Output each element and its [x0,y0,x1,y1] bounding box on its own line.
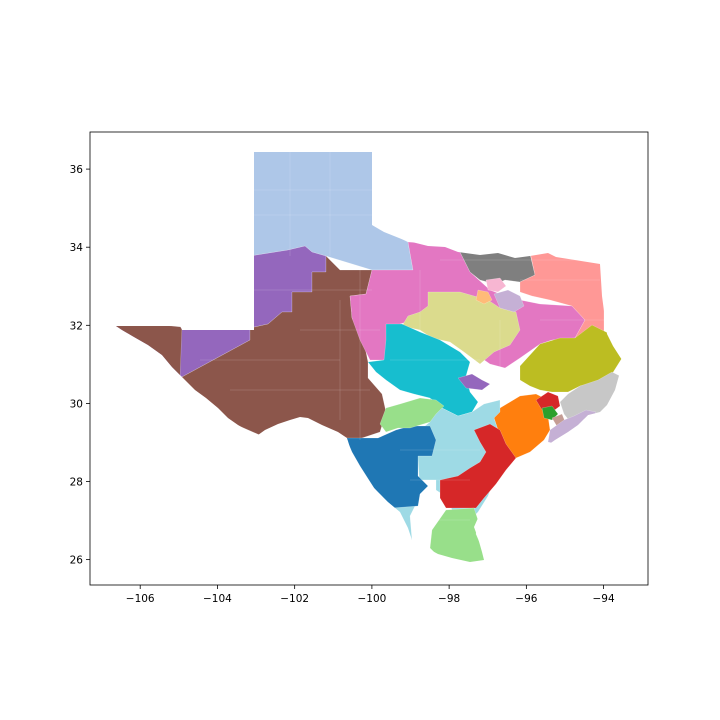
x-axis: −106 −104 −102 −100 −98 −96 −94 [126,585,615,605]
x-tick-label: −102 [280,593,309,605]
district-valley-green [429,507,487,562]
county-boundaries [200,152,610,521]
y-tick-label: 30 [70,398,83,410]
district-coastal-red [439,423,517,509]
plot-frame [89,131,649,586]
y-tick-label: 28 [70,477,83,489]
x-tick-label: −106 [126,593,155,605]
district-central-olive [401,291,521,365]
district-houston-red [535,391,561,413]
y-tick-label: 36 [70,164,84,176]
y-axis: 26 28 30 32 34 36 [70,164,90,567]
y-tick-label: 26 [70,555,84,567]
y-tick-label: 32 [70,320,83,332]
district-hill-green [379,397,445,433]
district-metro-lavender [493,289,525,313]
y-tick-label: 34 [70,242,84,254]
x-tick-label: −98 [438,593,460,605]
district-metro-purple [457,373,491,391]
district-metro-orange [475,289,493,305]
x-tick-label: −104 [203,593,232,605]
x-tick-label: −100 [357,593,386,605]
x-tick-label: −96 [515,593,537,605]
district-metro-pink [485,277,507,293]
x-tick-label: −94 [593,593,615,605]
district-layer [116,152,622,562]
